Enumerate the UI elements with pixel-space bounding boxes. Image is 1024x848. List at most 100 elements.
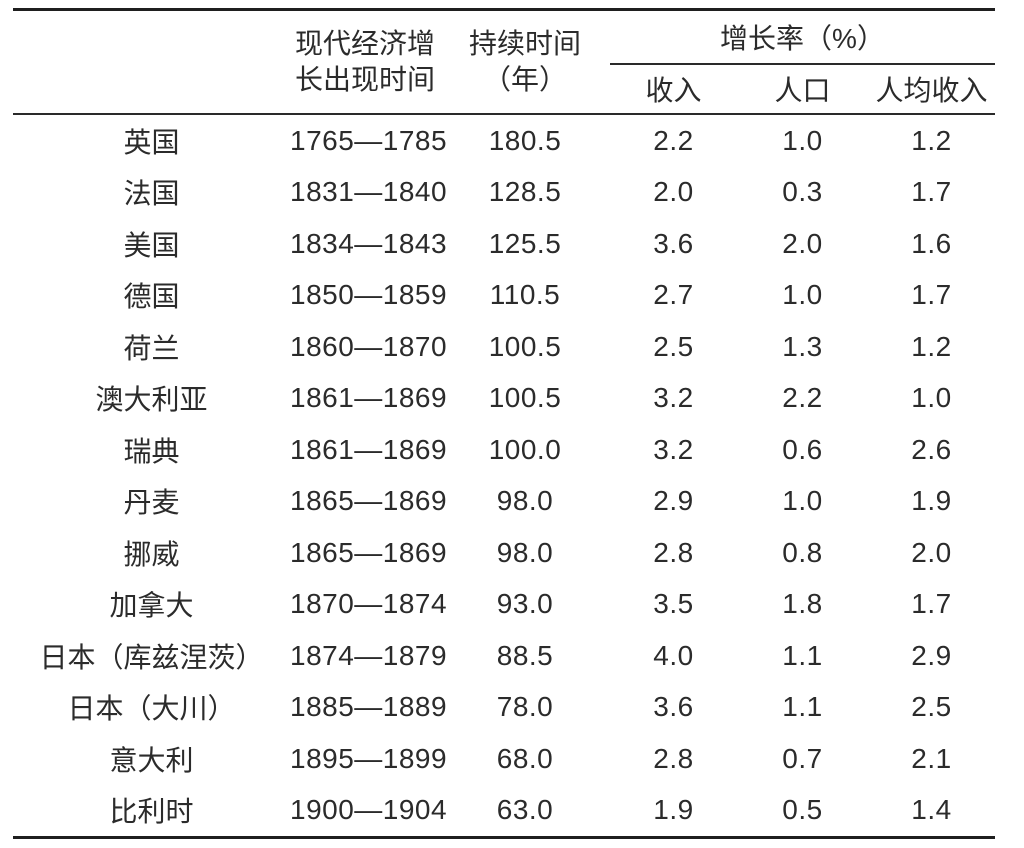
duration-cell: 125.5 <box>488 227 562 259</box>
income-growth-cell: 2.5 <box>653 330 694 362</box>
duration-cell: 100.0 <box>488 433 562 465</box>
population-growth-cell: 0.5 <box>782 794 823 826</box>
population-growth-cell: 1.3 <box>782 330 823 362</box>
period-cell: 1870—1874 <box>290 588 448 620</box>
per-capita-growth-cell: 1.7 <box>911 279 952 311</box>
country-cell: 日本（库兹涅茨） <box>39 641 264 673</box>
duration-cell: 68.0 <box>496 742 554 774</box>
table-row: 比利时 1900—1904 63.0 1.9 0.5 1.4 <box>13 785 995 838</box>
table-row: 日本（大川） 1885—1889 78.0 3.6 1.1 2.5 <box>13 682 995 734</box>
table-row: 挪威 1865—1869 98.0 2.8 0.8 2.0 <box>13 527 995 579</box>
emergence-period-header-line1: 现代经济增 <box>294 28 435 59</box>
per-capita-growth-cell: 1.0 <box>911 382 952 414</box>
period-cell: 1900—1904 <box>290 794 448 826</box>
header-group-row: 现代经济增 长出现时间 持续时间 （年） 增长率（%） <box>13 9 995 95</box>
duration-column-header: 持续时间 （年） <box>440 10 610 115</box>
per-capita-growth-cell: 1.6 <box>911 227 952 259</box>
table-row: 法国 1831—1840 128.5 2.0 0.3 1.7 <box>13 167 995 219</box>
duration-cell: 88.5 <box>496 639 554 671</box>
income-growth-cell: 3.2 <box>653 382 694 414</box>
population-growth-cell: 1.0 <box>782 485 823 517</box>
country-cell: 比利时 <box>109 796 194 828</box>
per-capita-growth-cell: 2.6 <box>911 433 952 465</box>
economic-growth-table: 现代经济增 长出现时间 持续时间 （年） 增长率（%） 收入 人口 人均收入 英… <box>13 8 995 839</box>
country-cell: 法国 <box>123 178 180 210</box>
country-cell: 加拿大 <box>109 590 194 622</box>
income-growth-cell: 3.2 <box>653 433 694 465</box>
population-growth-cell: 0.6 <box>782 433 823 465</box>
country-cell: 挪威 <box>123 538 180 570</box>
table-row: 意大利 1895—1899 68.0 2.8 0.7 2.1 <box>13 733 995 785</box>
country-cell: 澳大利亚 <box>95 384 208 416</box>
table-body: 英国 1765—1785 180.5 2.2 1.0 1.2 法国 1831—1… <box>13 114 995 838</box>
per-capita-growth-cell: 1.9 <box>911 485 952 517</box>
country-cell: 英国 <box>123 126 180 158</box>
per-capita-growth-cell: 1.4 <box>911 794 952 826</box>
per-capita-subheader: 人均收入 <box>875 75 988 106</box>
population-growth-cell: 0.3 <box>782 176 823 208</box>
table-row: 英国 1765—1785 180.5 2.2 1.0 1.2 <box>13 114 995 167</box>
population-growth-cell: 2.2 <box>782 382 823 414</box>
duration-cell: 110.5 <box>489 279 561 311</box>
income-growth-cell: 2.8 <box>653 742 694 774</box>
period-cell: 1765—1785 <box>290 124 448 156</box>
population-subheader: 人口 <box>774 75 831 106</box>
table-row: 瑞典 1861—1869 100.0 3.2 0.6 2.6 <box>13 424 995 476</box>
income-growth-cell: 2.8 <box>653 536 694 568</box>
population-growth-cell: 1.0 <box>782 124 823 156</box>
table-row: 荷兰 1860—1870 100.5 2.5 1.3 1.2 <box>13 321 995 373</box>
population-growth-cell: 1.8 <box>782 588 823 620</box>
per-capita-growth-cell: 1.7 <box>911 588 952 620</box>
per-capita-growth-cell: 2.5 <box>911 691 952 723</box>
income-growth-cell: 3.5 <box>653 588 694 620</box>
country-cell: 日本（大川） <box>67 693 236 725</box>
population-growth-cell: 1.1 <box>782 691 823 723</box>
period-cell: 1885—1889 <box>290 691 448 723</box>
duration-cell: 180.5 <box>488 124 562 156</box>
country-cell: 美国 <box>123 229 180 261</box>
population-growth-cell: 0.8 <box>782 536 823 568</box>
per-capita-growth-cell: 1.2 <box>911 124 952 156</box>
duration-cell: 100.5 <box>488 330 562 362</box>
country-cell: 荷兰 <box>123 332 180 364</box>
table-row: 日本（库兹涅茨） 1874—1879 88.5 4.0 1.1 2.9 <box>13 630 995 682</box>
per-capita-growth-cell: 1.2 <box>911 330 952 362</box>
table-row: 加拿大 1870—1874 93.0 3.5 1.8 1.7 <box>13 579 995 631</box>
income-subheader: 收入 <box>645 75 702 106</box>
duration-cell: 93.0 <box>496 588 554 620</box>
table-row: 澳大利亚 1861—1869 100.5 3.2 2.2 1.0 <box>13 373 995 425</box>
duration-cell: 98.0 <box>496 485 554 517</box>
country-column-header <box>13 10 290 115</box>
duration-cell: 78.0 <box>496 691 554 723</box>
duration-cell: 100.5 <box>488 382 562 414</box>
country-cell: 德国 <box>123 281 180 313</box>
population-growth-cell: 0.7 <box>782 742 823 774</box>
per-capita-growth-cell: 2.1 <box>911 742 952 774</box>
population-growth-cell: 2.0 <box>782 227 823 259</box>
period-cell: 1861—1869 <box>290 433 448 465</box>
income-growth-cell: 4.0 <box>653 639 694 671</box>
duration-cell: 63.0 <box>496 794 554 826</box>
income-growth-cell: 2.2 <box>653 124 694 156</box>
period-cell: 1850—1859 <box>290 279 448 311</box>
income-growth-cell: 2.7 <box>653 279 694 311</box>
emergence-period-header-line2: 长出现时间 <box>294 64 435 95</box>
income-growth-cell: 3.6 <box>653 227 694 259</box>
header-sub-row: 收入 人口 人均收入 <box>13 64 995 114</box>
country-cell: 意大利 <box>109 744 194 776</box>
period-cell: 1860—1870 <box>290 330 448 362</box>
country-cell: 丹麦 <box>123 487 180 519</box>
duration-cell: 128.5 <box>488 176 562 208</box>
population-growth-cell: 1.1 <box>782 639 823 671</box>
table-row: 美国 1834—1843 125.5 3.6 2.0 1.6 <box>13 218 995 270</box>
income-growth-cell: 1.9 <box>653 794 694 826</box>
per-capita-growth-cell: 2.9 <box>911 639 952 671</box>
period-cell: 1895—1899 <box>290 742 448 774</box>
duration-header-line2: （年） <box>482 64 567 95</box>
table-row: 丹麦 1865—1869 98.0 2.9 1.0 1.9 <box>13 476 995 528</box>
period-cell: 1834—1843 <box>290 227 448 259</box>
period-cell: 1861—1869 <box>290 382 448 414</box>
income-growth-cell: 2.0 <box>653 176 694 208</box>
period-cell: 1865—1869 <box>290 485 448 517</box>
